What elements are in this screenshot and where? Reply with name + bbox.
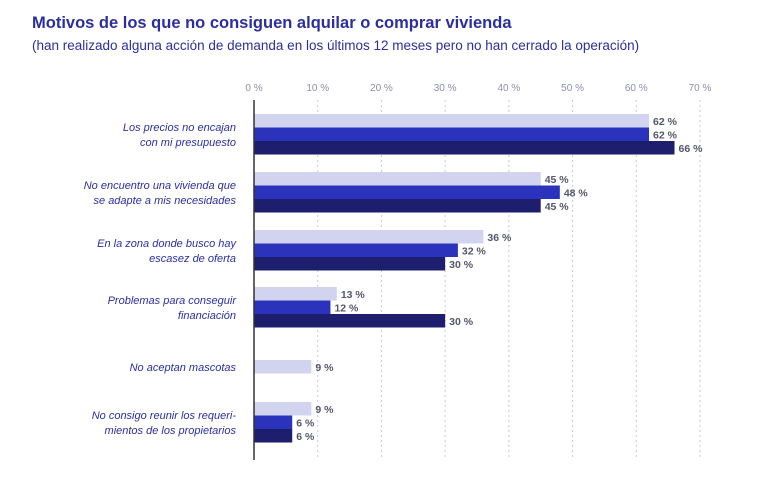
category-label: escasez de oferta (149, 253, 236, 265)
bar (254, 199, 541, 213)
data-label: 30 % (449, 316, 474, 328)
category-label: No encuentro una vivienda que (84, 180, 236, 192)
data-label: 45 % (545, 174, 570, 186)
category-label: Problemas para conseguir (108, 295, 238, 307)
data-label: 62 % (653, 116, 678, 128)
bar (254, 402, 312, 416)
x-tick-label: 50 % (561, 83, 584, 94)
bar (254, 360, 312, 374)
x-tick-label: 60 % (625, 83, 648, 94)
x-tick-label: 20 % (370, 83, 393, 94)
category-label: se adapte a mis necesidades (94, 195, 237, 207)
category-label: Los precios no encajan (123, 122, 236, 134)
data-label: 6 % (296, 431, 315, 443)
category-label: mientos de los propietarios (105, 425, 237, 437)
data-label: 66 % (679, 143, 704, 155)
data-label: 12 % (334, 302, 359, 314)
bar (254, 185, 560, 199)
bar (254, 127, 650, 141)
data-label: 62 % (653, 129, 678, 141)
category-label: No aceptan mascotas (130, 362, 237, 374)
bar (254, 243, 458, 257)
x-tick-label: 10 % (306, 83, 329, 94)
bar (254, 257, 446, 271)
x-tick-label: 30 % (434, 83, 457, 94)
category-label: No consigo reunir los requeri- (92, 410, 237, 422)
bar (254, 114, 650, 128)
data-label: 9 % (315, 404, 334, 416)
bar (254, 230, 484, 244)
data-label: 13 % (341, 289, 366, 301)
category-label: financiación (178, 310, 236, 322)
data-label: 45 % (545, 201, 570, 213)
data-label: 36 % (487, 232, 512, 244)
x-tick-label: 70 % (689, 83, 712, 94)
data-label: 30 % (449, 259, 474, 271)
bar (254, 287, 337, 301)
data-label: 48 % (564, 187, 589, 199)
data-label: 32 % (462, 245, 487, 257)
chart-title: Motivos de los que no consiguen alquilar… (32, 14, 512, 32)
bar (254, 300, 331, 314)
category-label: con mi presupuesto (140, 137, 236, 149)
data-label: 9 % (315, 362, 334, 374)
bar (254, 429, 293, 443)
bar (254, 314, 446, 328)
bar (254, 415, 293, 429)
bar (254, 172, 541, 186)
chart-subtitle: (han realizado alguna acción de demanda … (32, 38, 640, 53)
data-label: 6 % (296, 417, 315, 429)
x-tick-label: 0 % (245, 83, 262, 94)
x-tick-label: 40 % (497, 83, 520, 94)
bar (254, 141, 675, 155)
category-label: En la zona donde busco hay (97, 238, 237, 250)
